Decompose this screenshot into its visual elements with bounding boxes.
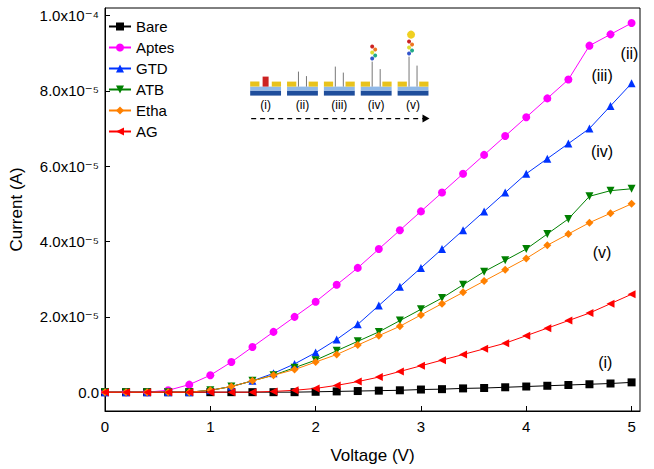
svg-text:(i): (i) bbox=[598, 354, 612, 371]
svg-text:4.0x10⁻⁵: 4.0x10⁻⁵ bbox=[40, 233, 99, 250]
svg-text:3: 3 bbox=[417, 418, 425, 435]
svg-text:(i): (i) bbox=[260, 98, 271, 112]
svg-text:AG: AG bbox=[136, 123, 158, 140]
svg-text:(v): (v) bbox=[406, 98, 420, 112]
svg-text:4: 4 bbox=[522, 418, 530, 435]
svg-text:2.0x10⁻⁵: 2.0x10⁻⁵ bbox=[40, 308, 99, 325]
svg-text:6.0x10⁻⁵: 6.0x10⁻⁵ bbox=[40, 158, 99, 175]
svg-text:(ii): (ii) bbox=[621, 45, 639, 62]
svg-text:1.0x10⁻⁴: 1.0x10⁻⁴ bbox=[40, 7, 99, 24]
svg-text:(v): (v) bbox=[593, 244, 612, 261]
svg-text:2: 2 bbox=[311, 418, 319, 435]
svg-text:(iii): (iii) bbox=[591, 67, 612, 84]
svg-text:Etha: Etha bbox=[136, 102, 168, 119]
svg-text:8.0x10⁻⁵: 8.0x10⁻⁵ bbox=[40, 82, 99, 99]
svg-text:Current (A): Current (A) bbox=[7, 167, 26, 251]
svg-text:1: 1 bbox=[206, 418, 214, 435]
svg-text:5: 5 bbox=[627, 418, 635, 435]
svg-text:(iv): (iv) bbox=[368, 98, 385, 112]
svg-text:Voltage (V): Voltage (V) bbox=[330, 446, 414, 465]
svg-text:(iv): (iv) bbox=[591, 143, 613, 160]
svg-text:(ii): (ii) bbox=[296, 98, 309, 112]
svg-text:Bare: Bare bbox=[136, 18, 168, 35]
svg-text:(iii): (iii) bbox=[331, 98, 347, 112]
svg-text:GTD: GTD bbox=[136, 60, 168, 77]
svg-text:Aptes: Aptes bbox=[136, 39, 174, 56]
svg-text:0.0: 0.0 bbox=[78, 384, 99, 401]
svg-text:ATB: ATB bbox=[136, 81, 164, 98]
svg-text:0: 0 bbox=[101, 418, 109, 435]
